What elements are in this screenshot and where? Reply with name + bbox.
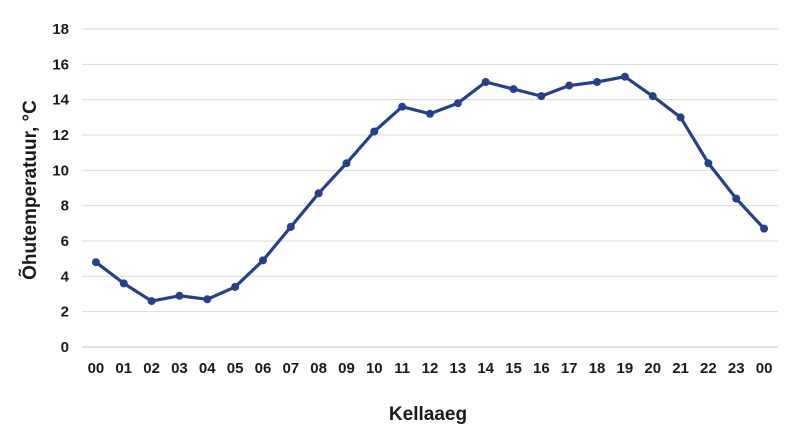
y-tick-label: 6 [61, 233, 69, 250]
data-point [175, 291, 184, 300]
data-point [537, 92, 546, 101]
x-tick-label: 03 [171, 360, 188, 377]
y-axis-title: Õhutemperatuur, °C [19, 100, 41, 280]
x-tick-label: 21 [672, 360, 689, 377]
x-axis-title: Kellaaeg [389, 404, 467, 425]
x-tick-label: 12 [422, 360, 439, 377]
data-point [509, 85, 518, 94]
data-point [342, 159, 351, 168]
x-tick-label: 11 [394, 360, 410, 377]
data-point [119, 279, 128, 288]
data-point [370, 127, 379, 136]
y-tick-label: 14 [52, 92, 69, 109]
x-tick-label: 14 [477, 360, 494, 377]
x-tick-label: 15 [505, 360, 522, 377]
data-point [203, 295, 212, 304]
y-tick-label: 10 [52, 162, 69, 179]
y-tick-label: 4 [61, 268, 70, 285]
x-tick-label: 09 [338, 360, 355, 377]
y-tick-label: 8 [61, 198, 69, 215]
data-point [620, 72, 629, 81]
data-point [398, 102, 407, 111]
x-tick-label: 04 [199, 360, 216, 377]
y-tick-label: 2 [61, 304, 69, 321]
data-point [760, 224, 769, 233]
x-tick-label: 00 [756, 360, 773, 377]
x-axis-ticks: 00 01 02 03 04 05 06 07 08 09 10 11 12 13 14 15 16 17 18 19… [88, 360, 773, 377]
x-tick-label: 02 [143, 360, 160, 377]
data-point [453, 99, 462, 108]
x-tick-label: 18 [589, 360, 606, 377]
data-point [258, 256, 267, 265]
data-point [426, 109, 434, 118]
y-tick-label: 16 [52, 56, 69, 73]
gridlines [82, 28, 778, 348]
x-tick-label: 20 [644, 360, 661, 377]
data-point [704, 159, 713, 168]
x-tick-label: 06 [255, 360, 272, 377]
x-tick-label: 22 [700, 360, 717, 377]
x-tick-label: 23 [728, 360, 745, 377]
x-tick-label: 08 [310, 360, 327, 377]
data-point [314, 189, 323, 198]
data-point [286, 222, 295, 231]
data-point [91, 258, 100, 267]
y-tick-label: 18 [52, 21, 69, 38]
data-point [732, 194, 741, 203]
x-tick-label: 16 [533, 360, 550, 377]
x-tick-label: 01 [115, 360, 132, 377]
series-group [91, 72, 769, 306]
data-point [565, 81, 574, 90]
x-tick-label: 17 [561, 360, 578, 377]
y-tick-label: 12 [52, 127, 69, 144]
data-point [481, 78, 490, 86]
x-tick-label: 05 [227, 360, 244, 377]
y-axis-ticks: 0 2 4 6 8 10 12 14 16 18 [52, 21, 69, 356]
data-point [648, 92, 657, 101]
x-tick-label: 00 [88, 360, 105, 377]
x-tick-label: 19 [617, 360, 634, 377]
x-tick-label: 13 [449, 360, 466, 377]
x-tick-label: 07 [282, 360, 299, 377]
data-point [147, 297, 156, 306]
data-point [676, 113, 685, 122]
data-point [231, 282, 240, 291]
data-point [593, 78, 602, 86]
y-tick-label: 0 [61, 339, 69, 356]
x-tick-label: 10 [366, 360, 383, 377]
